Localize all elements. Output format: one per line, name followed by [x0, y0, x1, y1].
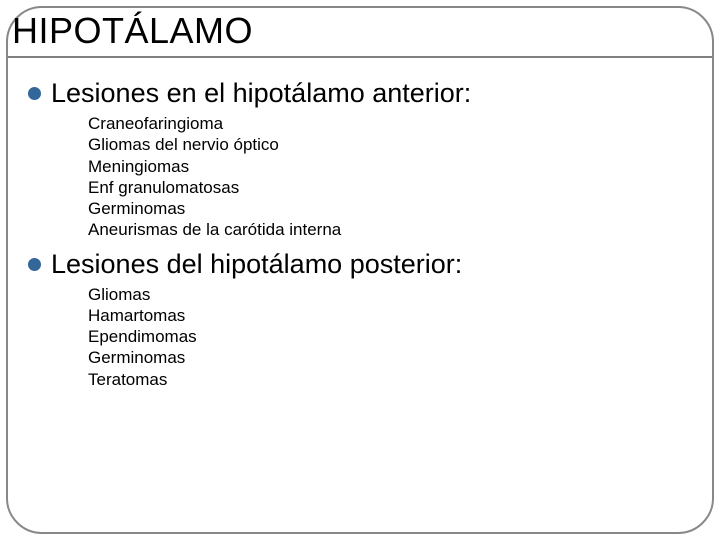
list-item: Gliomas del nervio óptico: [88, 134, 692, 155]
list-item: Enf granulomatosas: [88, 177, 692, 198]
list-item: Germinomas: [88, 198, 692, 219]
list-item: Ependimomas: [88, 326, 692, 347]
list-item: Craneofaringioma: [88, 113, 692, 134]
section-title: Lesiones en el hipotálamo anterior:: [51, 78, 471, 109]
list-item: Meningiomas: [88, 156, 692, 177]
slide-content: Lesiones en el hipotálamo anterior: Cran…: [28, 78, 692, 398]
section-header: Lesiones del hipotálamo posterior:: [28, 249, 692, 280]
page-title: HIPOTÁLAMO: [12, 10, 253, 52]
bullet-icon: [28, 87, 41, 100]
list-item: Teratomas: [88, 369, 692, 390]
list-item: Aneurismas de la carótida interna: [88, 219, 692, 240]
list-item: Germinomas: [88, 347, 692, 368]
section-header: Lesiones en el hipotálamo anterior:: [28, 78, 692, 109]
title-bar: HIPOTÁLAMO: [8, 8, 253, 58]
sub-list: Gliomas Hamartomas Ependimomas Germinoma…: [88, 284, 692, 390]
section-title: Lesiones del hipotálamo posterior:: [51, 249, 462, 280]
list-item: Hamartomas: [88, 305, 692, 326]
bullet-icon: [28, 258, 41, 271]
sub-list: Craneofaringioma Gliomas del nervio ópti…: [88, 113, 692, 241]
section-posterior: Lesiones del hipotálamo posterior: Gliom…: [28, 249, 692, 390]
list-item: Gliomas: [88, 284, 692, 305]
section-anterior: Lesiones en el hipotálamo anterior: Cran…: [28, 78, 692, 241]
title-underline: [8, 56, 712, 58]
